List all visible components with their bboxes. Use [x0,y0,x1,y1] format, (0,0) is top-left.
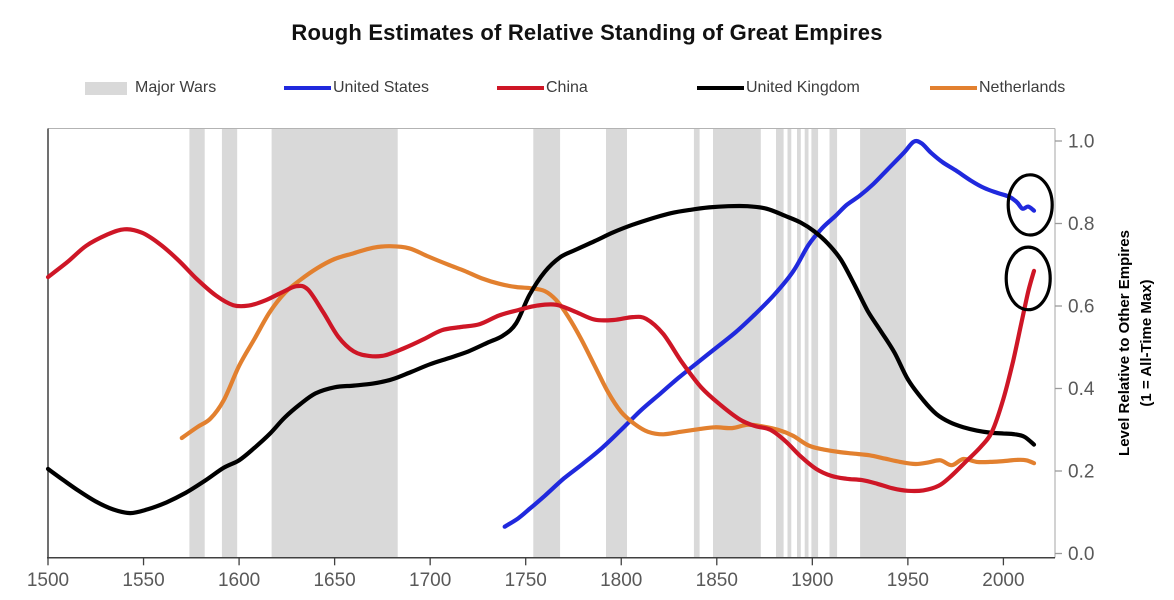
endpoint-highlight-ellipse-2 [1004,245,1052,312]
x-tick-label: 1900 [791,570,833,591]
series-line-united-states [502,138,1037,529]
united-states-line-swatch [284,85,331,91]
y-tick-label: 0.8 [1068,214,1094,235]
united-kingdom-line-swatch [697,85,744,91]
major-war-band [804,129,809,558]
y-axis-title-line-1: Level Relative to Other Empires [1115,230,1133,456]
x-tick-label: 1950 [887,570,929,591]
major-war-band [787,129,792,558]
y-tick-label: 1.0 [1068,132,1094,153]
legend: Major Wars United States China United Ki… [0,76,1174,100]
legend-item-major-wars: Major Wars [85,76,216,100]
y-tick-label: 0.0 [1068,544,1094,565]
x-tick-label: 1750 [505,570,547,591]
legend-label-united-kingdom: United Kingdom [746,79,860,96]
y-axis-title: Level Relative to Other Empires (1 = All… [1100,128,1172,558]
series-line-netherlands [179,244,1037,468]
netherlands-line-swatch [930,85,977,91]
major-war-band [776,129,784,558]
y-tick-label: 0.4 [1068,379,1095,400]
legend-item-netherlands: Netherlands [930,76,1065,100]
x-tick-label: 1700 [409,570,451,591]
chart-title: Rough Estimates of Relative Standing of … [291,20,883,45]
china-line-swatch [497,85,544,91]
series-line-united-kingdom [45,203,1037,516]
legend-item-china: China [497,76,588,100]
major-war-band [606,129,627,558]
x-tick-label: 1600 [218,570,260,591]
legend-label-major-wars: Major Wars [135,79,217,96]
x-tick-label: 1850 [696,570,738,591]
legend-item-united-kingdom: United Kingdom [697,76,860,100]
x-tick-label: 1550 [122,570,164,591]
major-war-band [693,129,700,558]
x-tick-label: 1800 [600,570,642,591]
x-tick-label: 1500 [27,570,69,591]
major-war-band [189,129,205,558]
series-line-china [45,227,1037,494]
major-war-band [221,129,238,558]
major-war-band [860,129,906,558]
major-wars-swatch [85,81,127,95]
endpoint-highlight-ellipse-1 [1006,173,1054,237]
x-tick-label: 1650 [313,570,355,591]
major-war-band [271,129,398,558]
major-war-band [829,129,838,558]
x-tick-label: 2000 [982,570,1024,591]
legend-item-united-states: United States [284,76,429,100]
y-tick-label: 0.6 [1068,297,1094,318]
y-tick-label: 0.2 [1068,462,1094,483]
major-war-band [811,129,819,558]
legend-label-china: China [546,79,588,96]
legend-label-united-states: United States [333,79,430,96]
legend-label-netherlands: Netherlands [979,79,1066,96]
y-axis-title-line-2: (1 = All-Time Max) [1138,279,1155,407]
major-war-band [797,129,801,558]
